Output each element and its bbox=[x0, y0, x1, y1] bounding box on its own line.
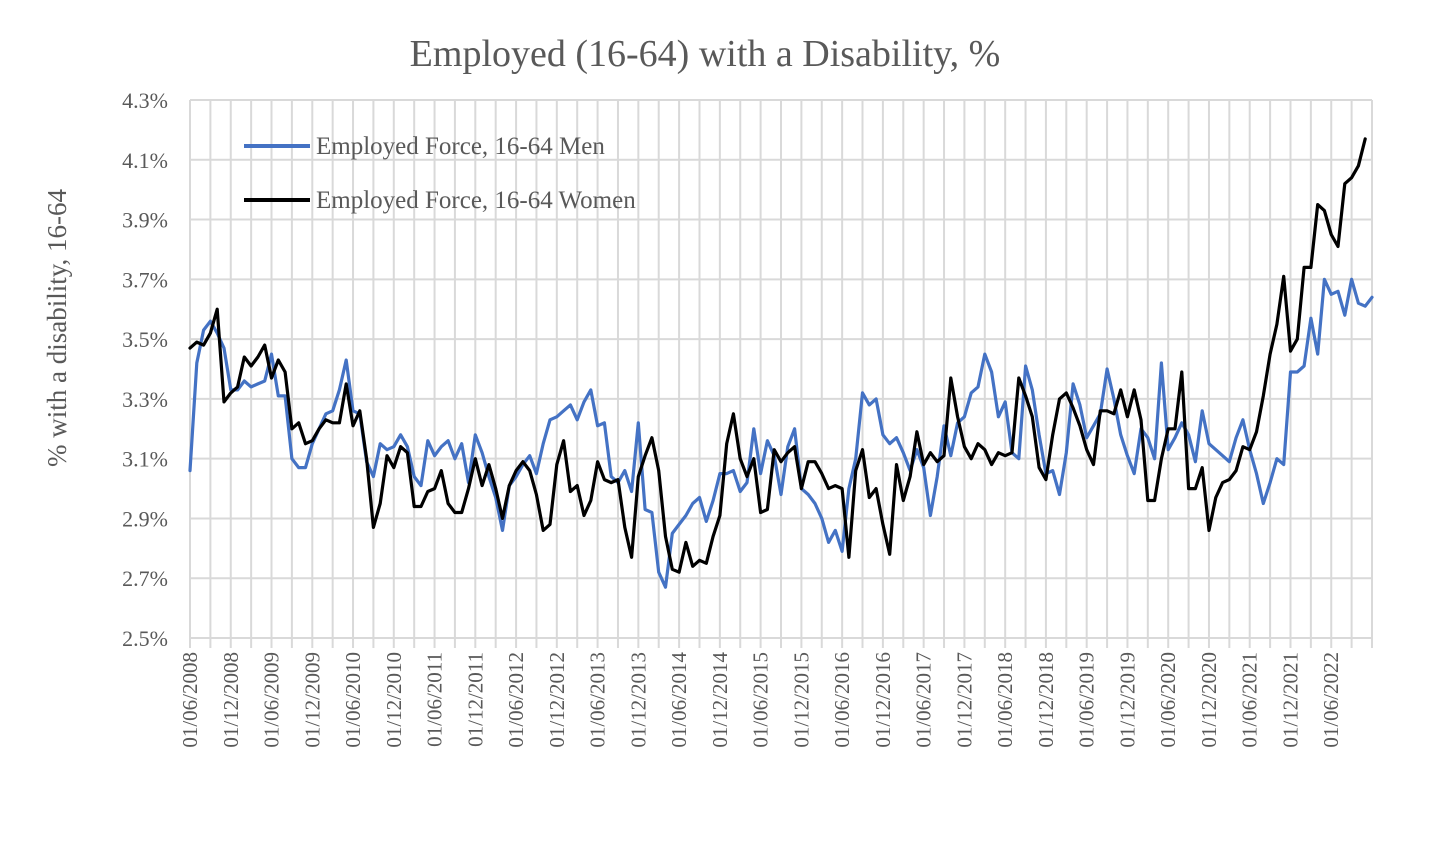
x-tick-label: 01/12/2018 bbox=[1034, 652, 1058, 748]
y-axis-label: % with a disability, 16-64 bbox=[42, 189, 72, 467]
x-axis-ticks: 01/06/2008 01/12/2008 01/06/2009 01/12/2009… bbox=[178, 652, 1343, 748]
y-tick-label: 4.1% bbox=[122, 148, 168, 173]
y-tick-label: 4.3% bbox=[122, 88, 168, 113]
y-tick-label: 3.3% bbox=[122, 387, 168, 412]
y-axis-ticks: 2.5% 2.7% 2.9% 3.1% 3.3% 3.5% 3.7% 3.9% 4.1% 4.3% bbox=[122, 88, 168, 651]
y-tick-label: 2.7% bbox=[122, 566, 168, 591]
y-tick-label: 3.5% bbox=[122, 327, 168, 352]
x-tick-label: 01/06/2011 bbox=[423, 652, 447, 747]
series-lines bbox=[188, 137, 1374, 589]
x-tick-label: 01/06/2021 bbox=[1238, 652, 1262, 748]
y-tick-label: 2.5% bbox=[122, 626, 168, 651]
legend-label-men: Employed Force, 16-64 Men bbox=[316, 133, 605, 160]
x-tick-label: 01/12/2017 bbox=[952, 652, 976, 748]
x-tick-label: 01/12/2011 bbox=[463, 652, 487, 747]
x-tick-label: 01/12/2009 bbox=[300, 652, 324, 748]
y-tick-label: 3.1% bbox=[122, 447, 168, 472]
x-tick-label: 01/12/2016 bbox=[871, 652, 895, 748]
x-tick-label: 01/06/2014 bbox=[667, 652, 691, 748]
x-tick-label: 01/06/2022 bbox=[1319, 652, 1343, 748]
x-tick-label: 01/06/2013 bbox=[586, 652, 610, 748]
x-tick-label: 01/12/2013 bbox=[626, 652, 650, 748]
x-tick-label: 01/06/2015 bbox=[749, 652, 773, 748]
x-tick-label: 01/12/2020 bbox=[1197, 652, 1221, 748]
y-tick-label: 2.9% bbox=[122, 506, 168, 531]
y-tick-label: 3.7% bbox=[122, 267, 168, 292]
x-tick-label: 01/06/2008 bbox=[178, 652, 202, 748]
vertical-gridlines bbox=[189, 100, 1373, 648]
x-tick-label: 01/12/2008 bbox=[219, 652, 243, 748]
legend-label-women: Employed Force, 16-64 Women bbox=[316, 187, 636, 214]
x-tick-label: 01/12/2019 bbox=[1115, 652, 1139, 748]
x-tick-label: 01/06/2018 bbox=[993, 652, 1017, 748]
x-tick-label: 01/06/2010 bbox=[341, 652, 365, 748]
series-line-men bbox=[188, 277, 1374, 589]
x-tick-label: 01/06/2019 bbox=[1075, 652, 1099, 748]
x-tick-label: 01/12/2015 bbox=[789, 652, 813, 748]
series-line-women bbox=[188, 137, 1367, 574]
y-tick-label: 3.9% bbox=[122, 208, 168, 233]
chart-title: Employed (16-64) with a Disability, % bbox=[410, 33, 1001, 75]
x-tick-label: 01/12/2014 bbox=[708, 652, 732, 748]
legend: Employed Force, 16-64 Men Employed Force… bbox=[244, 133, 636, 214]
x-tick-label: 01/06/2012 bbox=[504, 652, 528, 748]
x-tick-label: 01/12/2021 bbox=[1278, 652, 1302, 748]
x-tick-label: 01/06/2020 bbox=[1156, 652, 1180, 748]
x-tick-label: 01/06/2009 bbox=[260, 652, 284, 748]
x-tick-label: 01/12/2010 bbox=[382, 652, 406, 748]
x-tick-label: 01/12/2012 bbox=[545, 652, 569, 748]
x-tick-label: 01/06/2016 bbox=[830, 652, 854, 748]
x-tick-label: 01/06/2017 bbox=[912, 652, 936, 748]
